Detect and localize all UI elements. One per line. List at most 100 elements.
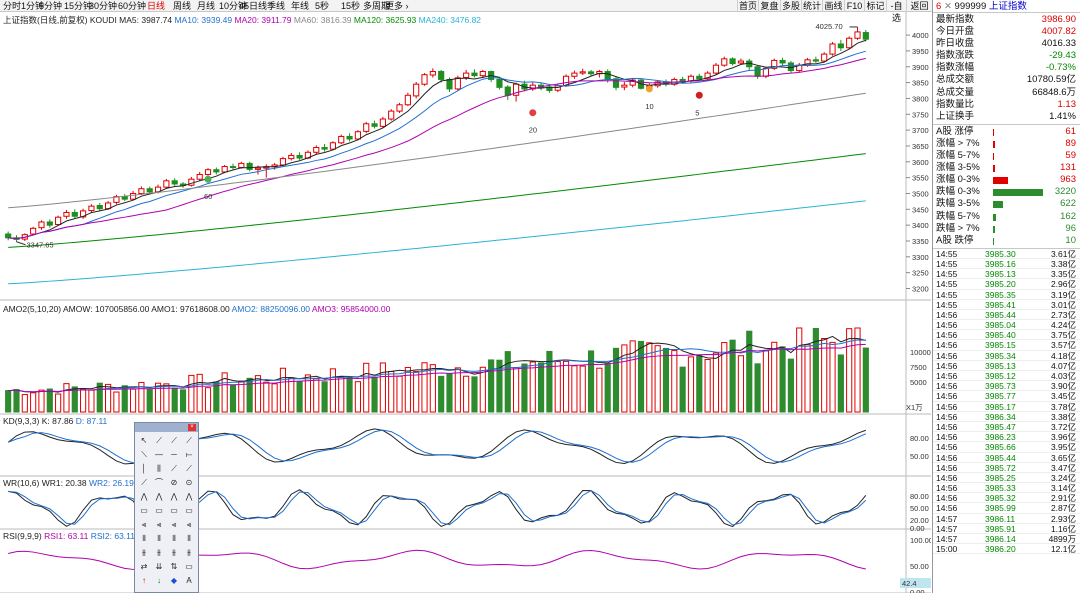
close-icon[interactable]: × [188,424,196,431]
stat-row-6: 总成交量 66848.6万 [933,87,1080,99]
drawing-tool-icon-12[interactable]: ⟋ [141,478,147,487]
period-tab-14[interactable]: 15秒 [341,1,361,11]
stat-value: 4007.82 [1041,26,1076,38]
kline-chart[interactable]: 4000 3950 3900 3850 3800 3750 3700 3650 3600 3550… [0,12,931,593]
drawing-tool-icon-2[interactable]: ⟋ [171,436,177,445]
period-tab-13[interactable]: 5秒 [315,1,330,11]
drawing-tool-icon-26[interactable]: ⫷ [171,520,177,529]
period-tab-16[interactable]: 更多 › [385,1,409,11]
drawing-tool-icon-32[interactable]: ⫵ [142,548,146,557]
breadth-row-2: 涨幅 5-7% 59 [933,150,1080,162]
candle-body [363,123,370,132]
breadth-bar [993,128,994,136]
period-tab-7[interactable]: 周线 [173,1,192,11]
toolbar-button-4[interactable]: 画线 [822,0,844,12]
volume-bar [854,327,861,413]
main-legend-item-2: MA20: 3911.79 [234,15,294,25]
drawing-tool-icon-5[interactable]: — [155,450,163,459]
tick-list[interactable]: 14:55 3985.30 3.61亿 14:55 3985.16 3.38亿 14:55 3… [933,249,1080,555]
amo-legend-item-3: AMO3: 95854000.00 [311,304,391,314]
drawing-tool-icon-21[interactable]: ▭ [155,506,163,515]
drawing-tool-icon-1[interactable]: ⟋ [156,436,162,445]
candle-body [421,74,428,85]
drawing-tool-icon-8[interactable]: │ [141,464,147,473]
period-tab-9[interactable]: 10分钟 [219,1,248,11]
period-tab-5[interactable]: 60分钟 [118,1,147,11]
drawing-tool-icon-34[interactable]: ⫵ [172,548,176,557]
volume-bar [46,388,53,413]
drawing-tool-icon-6[interactable]: ─ [171,450,177,459]
drawing-tool-icon-38[interactable]: ⇅ [170,562,178,571]
drawing-tool-icon-25[interactable]: ⫷ [156,520,162,529]
drawing-tool-icon-11[interactable]: ⟋ [186,464,192,473]
drawing-tool-icon-19[interactable]: ⋀ [185,492,193,501]
drawing-tool-icon-23[interactable]: ▭ [185,506,193,515]
stat-label: 指数量比 [936,98,975,110]
drawing-tool-icon-24[interactable]: ⫷ [141,520,147,529]
drawing-tool-icon-3[interactable]: ⟋ [186,436,192,445]
toolbar-button-1[interactable]: 复盘 [758,0,780,12]
ma120-line [8,153,866,248]
toolbar-button-6[interactable]: 标记 [864,0,886,12]
period-tab-11[interactable]: 季线 [267,1,286,11]
drawing-tool-icon-29[interactable]: ⫴ [157,534,161,543]
drawing-tool-icon-33[interactable]: ⫵ [157,548,161,557]
toolbar-button-0[interactable]: 首页 [737,0,757,12]
drawing-tool-icon-14[interactable]: ⊘ [170,478,178,487]
drawing-tool-icon-42[interactable]: ◆ [170,576,178,585]
toolbar-button-7[interactable]: -自选 [886,0,906,23]
volume-bar [554,361,561,413]
tick-price: 3985.99 [985,503,1016,514]
period-tab-8[interactable]: 月线 [197,1,216,11]
drawing-tool-icon-36[interactable]: ⇄ [140,562,148,571]
drawing-tool-icon-27[interactable]: ⫷ [186,520,192,529]
drawing-tool-icon-43[interactable]: A [186,576,192,585]
drawing-tool-icon-37[interactable]: ⇊ [155,562,163,571]
toolbar-button-5[interactable]: F10 [844,0,864,12]
drawing-tool-icon-10[interactable]: ⟋ [171,464,177,473]
period-tab-10[interactable]: 45日线 [239,1,268,11]
drawing-tool-icon-28[interactable]: ⫴ [142,534,146,543]
tick-time: 14:55 [936,258,958,269]
period-tab-12[interactable]: 年线 [291,1,310,11]
drawing-tool-icon-40[interactable]: ↑ [142,576,146,585]
drawing-tools-palette[interactable]: × ↖ ⟋ ⟋ ⟋ ⟍ — ─ ⟝ │ ⫼ ⟋ ⟋ ⟋ ⌒ ⊘ ⊙ ⋀ ⋀ ⋀ ⋀ ▭ ▭ ▭ ▭ ⫷ ⫷ ⫷ ⫷ ⫴ ⫴ ⫴ ⫴ ⫵ ⫵ ⫵ ⫵ ⇄ ⇊… [134,422,199,593]
breadth-row-1: 涨幅 > 7% 89 [933,138,1080,150]
period-tab-6[interactable]: 日线 [147,1,166,11]
drawing-tool-icon-15[interactable]: ⊙ [185,478,193,487]
period-tab-4[interactable]: 30分钟 [89,1,118,11]
close-icon[interactable]: ✕ [943,1,955,12]
tick-price: 3985.17 [985,401,1016,412]
drawing-tool-icon-20[interactable]: ▭ [140,506,148,515]
rsi-legend-item-1: RSI2: 63.11 [90,531,135,541]
drawing-tool-icon-18[interactable]: ⋀ [170,492,178,501]
drawing-tool-icon-39[interactable]: ▭ [185,562,193,571]
candle-body [621,84,628,88]
drawing-tool-icon-31[interactable]: ⫴ [187,534,191,543]
drawing-tool-icon-13[interactable]: ⌒ [155,478,163,487]
toolbar-button-8[interactable]: 返回 [906,0,932,12]
palette-titlebar[interactable] [135,423,198,432]
drawing-tool-icon-16[interactable]: ⋀ [140,492,148,501]
drawing-tool-icon-9[interactable]: ⫼ [157,464,161,473]
period-tab-2[interactable]: 5分钟 [39,1,63,11]
candle-body [46,221,53,226]
drawing-tool-icon-41[interactable]: ↓ [157,576,161,585]
toolbar-button-3[interactable]: 统计 [801,0,821,12]
toolbar-button-2[interactable]: 多股 [780,0,800,12]
price-label-5: 3750 [912,110,929,119]
drawing-tool-icon-4[interactable]: ⟍ [141,450,147,459]
drawing-tool-icon-17[interactable]: ⋀ [155,492,163,501]
drawing-tool-icon-35[interactable]: ⫵ [187,548,191,557]
period-tab-1[interactable]: 1分钟 [21,1,45,11]
candle-body [354,131,361,140]
period-tab-3[interactable]: 15分钟 [64,1,93,11]
period-tab-15[interactable]: 多周期 [363,1,391,11]
drawing-tool-icon-30[interactable]: ⫴ [172,534,176,543]
drawing-tool-icon-22[interactable]: ▭ [170,506,178,515]
drawing-tool-icon-0[interactable]: ↖ [140,436,148,445]
tick-price: 3985.47 [985,421,1016,432]
volume-bar [121,385,128,413]
drawing-tool-icon-7[interactable]: ⟝ [185,450,193,459]
period-tab-0[interactable]: 分时 [3,1,22,11]
